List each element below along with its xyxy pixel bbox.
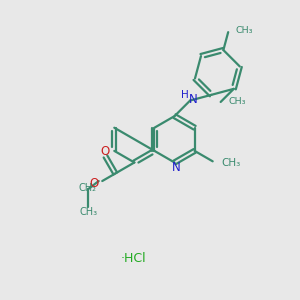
Text: O: O (100, 145, 110, 158)
Text: CH₃: CH₃ (221, 158, 240, 168)
Text: H: H (181, 91, 189, 100)
Text: ·HCl: ·HCl (120, 252, 146, 265)
Text: CH₃: CH₃ (236, 26, 253, 35)
Text: N: N (189, 93, 198, 106)
Text: O: O (89, 177, 99, 190)
Text: CH₃: CH₃ (80, 207, 98, 217)
Text: CH₂: CH₂ (79, 183, 97, 193)
Text: CH₃: CH₃ (228, 98, 246, 106)
Text: N: N (172, 161, 181, 174)
